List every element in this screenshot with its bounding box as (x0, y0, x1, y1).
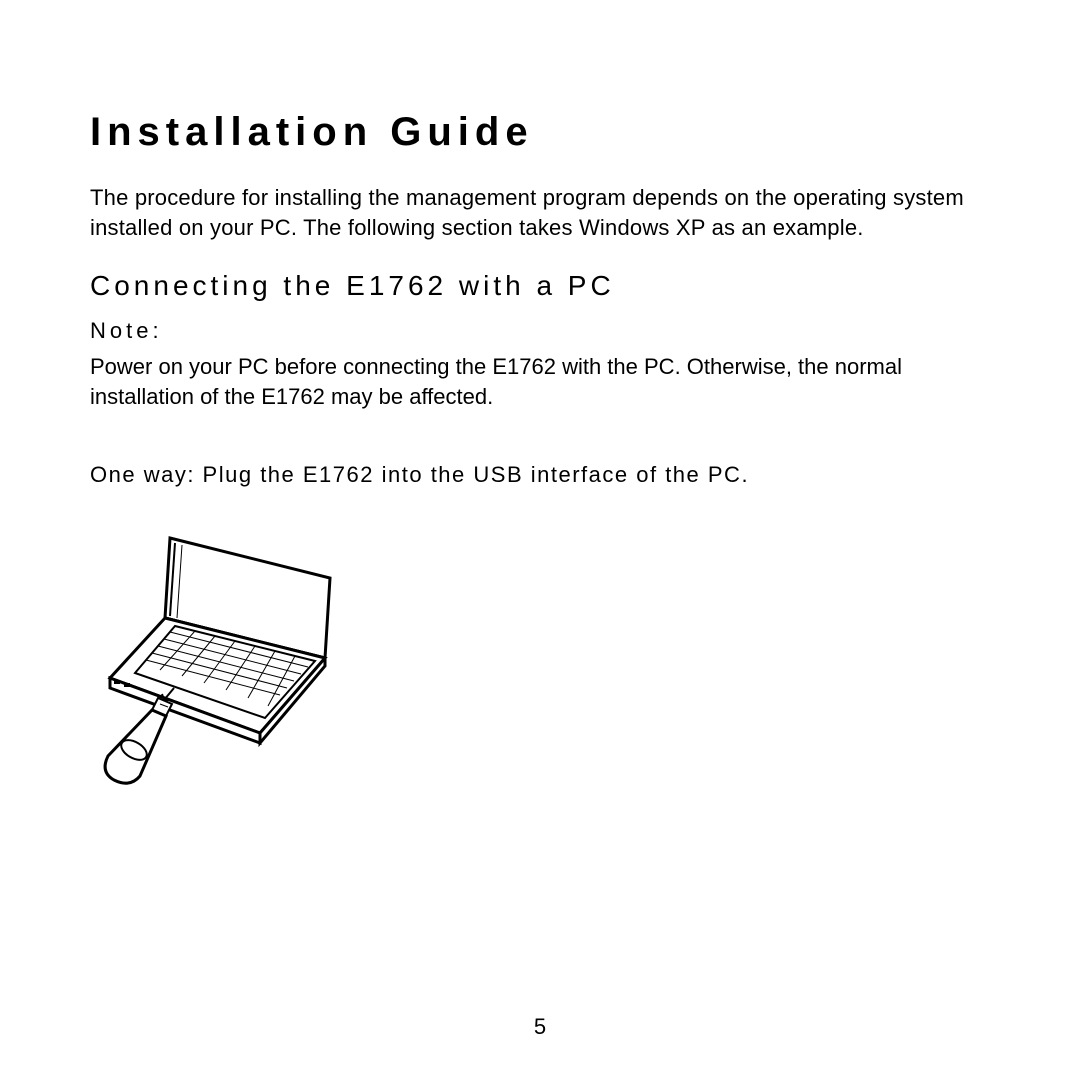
intro-paragraph: The procedure for installing the managem… (90, 183, 990, 242)
note-label: Note: (90, 318, 990, 344)
note-body: Power on your PC before connecting the E… (90, 352, 990, 411)
section-heading: Connecting the E1762 with a PC (90, 270, 990, 302)
page-title: Installation Guide (90, 110, 990, 155)
document-page: Installation Guide The procedure for ins… (0, 0, 1080, 1080)
method-text: One way: Plug the E1762 into the USB int… (90, 462, 990, 488)
usb-dongle-icon (105, 710, 166, 783)
laptop-usb-icon (100, 528, 360, 788)
laptop-usb-illustration (100, 528, 990, 793)
page-number: 5 (0, 1014, 1080, 1040)
